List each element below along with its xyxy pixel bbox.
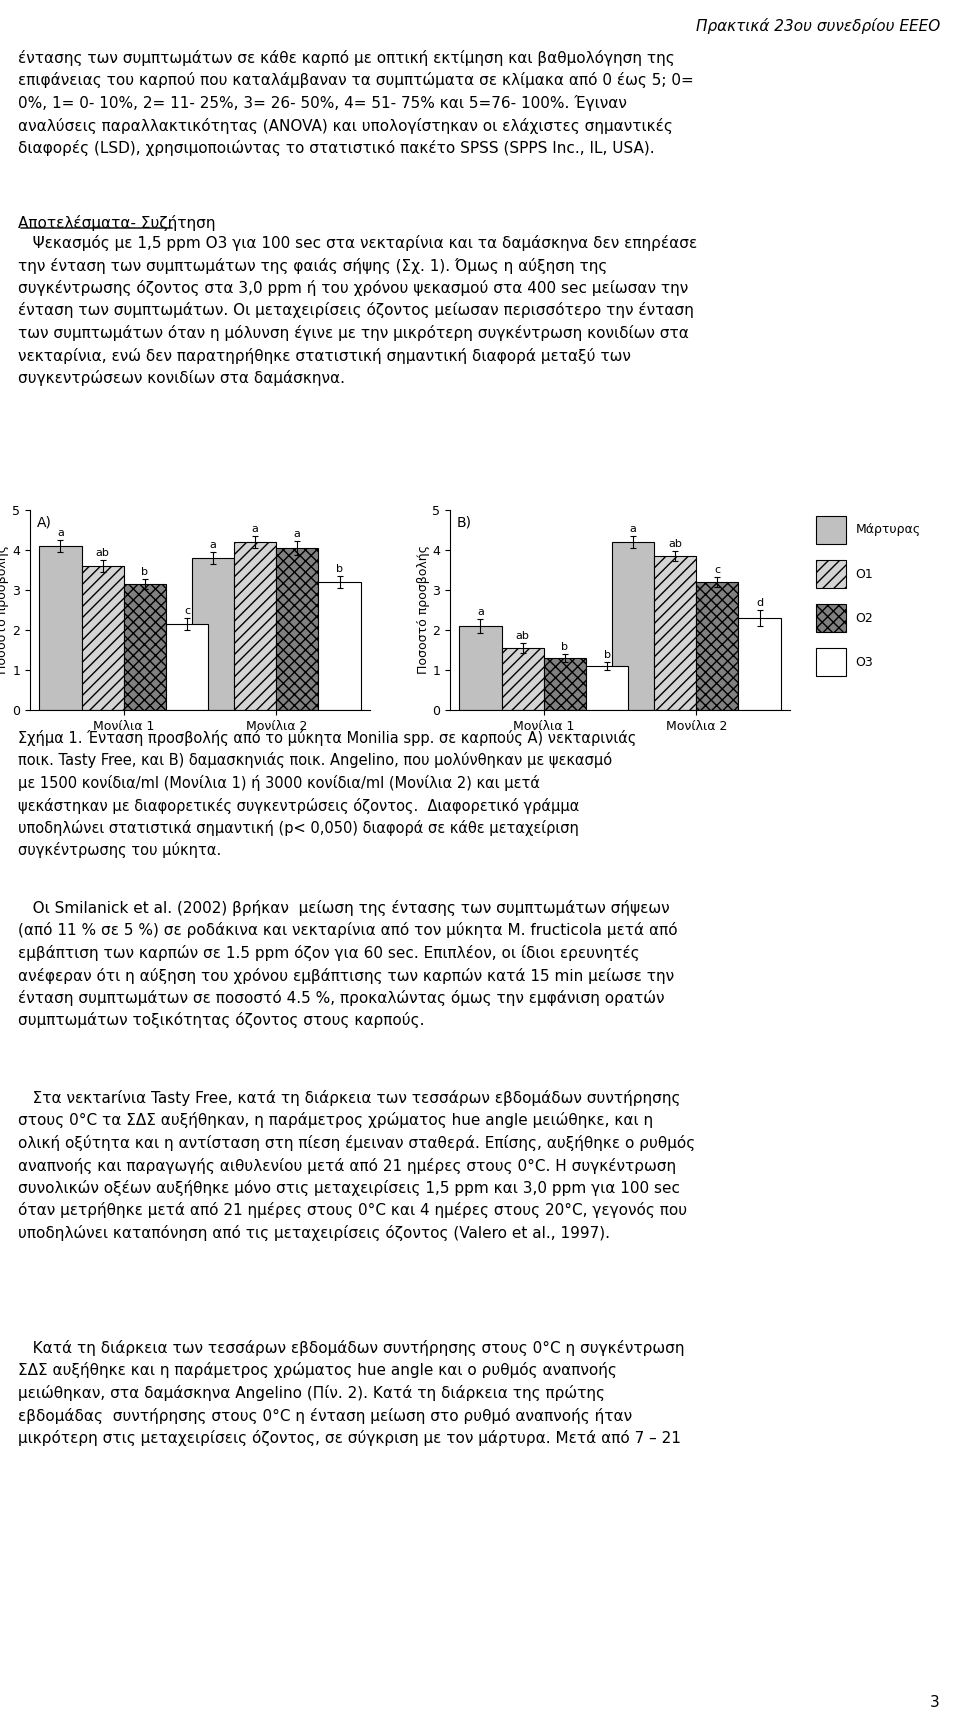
Text: Ο3: Ο3: [855, 656, 874, 668]
Bar: [612, 541, 654, 709]
Text: Β): Β): [457, 516, 471, 529]
Text: b: b: [562, 642, 568, 652]
Text: a: a: [252, 524, 258, 535]
Text: Ο2: Ο2: [855, 611, 874, 625]
Text: ab: ab: [668, 540, 682, 548]
Text: Πρακτικά 23ου συνεδρίου ΕΕΕΟ: Πρακτικά 23ου συνεδρίου ΕΕΕΟ: [696, 17, 940, 35]
Bar: [654, 555, 696, 709]
Text: b: b: [141, 567, 149, 578]
Text: 3: 3: [930, 1695, 940, 1709]
Text: Μάρτυρας: Μάρτυρας: [855, 524, 921, 536]
Text: b: b: [336, 564, 343, 574]
Bar: [543, 657, 586, 709]
Bar: [460, 626, 501, 709]
Text: a: a: [209, 540, 216, 550]
Text: ab: ab: [96, 548, 109, 559]
Bar: [82, 566, 124, 709]
Text: a: a: [630, 524, 636, 535]
Bar: [501, 649, 543, 709]
Bar: [696, 581, 738, 709]
Text: a: a: [294, 529, 300, 538]
Bar: [319, 581, 361, 709]
Bar: [234, 541, 276, 709]
Text: Ψεκασμός με 1,5 ppm O3 για 100 sec στα νεκταρίνια και τα δαμάσκηνα δεν επηρέασε
: Ψεκασμός με 1,5 ppm O3 για 100 sec στα ν…: [18, 235, 697, 386]
Text: a: a: [477, 607, 484, 618]
Bar: [192, 559, 234, 709]
Text: ab: ab: [516, 631, 530, 642]
Bar: [816, 604, 846, 631]
Bar: [586, 666, 628, 709]
Bar: [816, 649, 846, 676]
Text: Οι Smilanick et al. (2002) βρήκαν  μείωση της έντασης των συμπτωμάτων σήψεων
(απ: Οι Smilanick et al. (2002) βρήκαν μείωση…: [18, 900, 678, 1029]
Bar: [738, 618, 780, 709]
Text: Αποτελέσματα- Συζήτηση: Αποτελέσματα- Συζήτηση: [18, 215, 215, 232]
Text: a: a: [57, 528, 64, 538]
Text: Σχήμα 1. Ένταση προσβολής από το μύκητα Monilia spp. σε καρπούς Α) νεκταρινιάς
π: Σχήμα 1. Ένταση προσβολής από το μύκητα …: [18, 730, 636, 858]
Text: Ο1: Ο1: [855, 567, 874, 581]
Text: Α): Α): [36, 516, 52, 529]
Y-axis label: Ποσοστό προσβολής: Ποσοστό προσβολής: [417, 545, 429, 675]
Text: d: d: [756, 599, 763, 607]
Text: Στα νεκτarίνια Tasty Free, κατά τη διάρκεια των τεσσάρων εβδομάδων συντήρησης
στ: Στα νεκτarίνια Tasty Free, κατά τη διάρκ…: [18, 1090, 695, 1240]
Bar: [816, 561, 846, 588]
Text: c: c: [714, 566, 720, 574]
Text: b: b: [604, 650, 611, 661]
Y-axis label: Ποσοστό προσβολής: Ποσοστό προσβολής: [0, 545, 10, 675]
Bar: [166, 625, 208, 709]
Text: Κατά τη διάρκεια των τεσσάρων εβδομάδων συντήρησης στους 0°C η συγκέντρωση
ΣΔΣ α: Κατά τη διάρκεια των τεσσάρων εβδομάδων …: [18, 1341, 684, 1446]
Bar: [124, 585, 166, 709]
Bar: [39, 547, 82, 709]
Bar: [276, 548, 319, 709]
Bar: [816, 516, 846, 543]
Text: c: c: [184, 606, 190, 616]
Text: έντασης των συμπτωμάτων σε κάθε καρπό με οπτική εκτίμηση και βαθμολόγηση της
επι: έντασης των συμπτωμάτων σε κάθε καρπό με…: [18, 50, 694, 156]
